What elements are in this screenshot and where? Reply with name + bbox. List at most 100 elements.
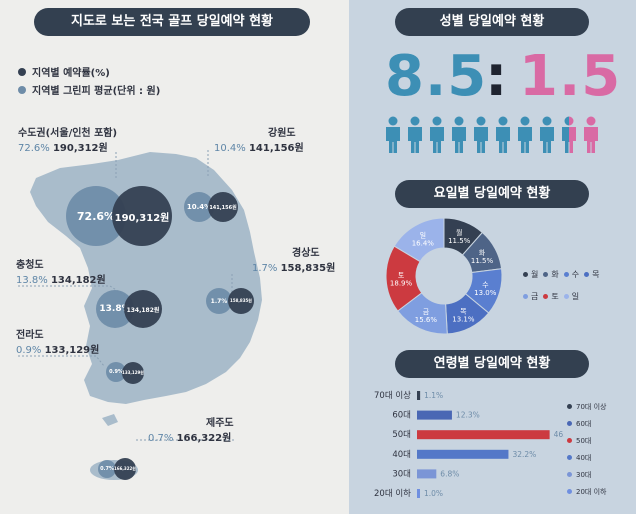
legend-dot [523,294,528,299]
male-person-icon [430,116,444,153]
map-title: 지도로 보는 전국 골프 당일예약 현황 [34,8,310,36]
donut-label-day: 화 [479,249,486,257]
legend-item-토: 토 [543,291,559,302]
island-small [102,414,118,426]
age-value-label: 32.2% [512,450,536,459]
male-person-icon [408,116,422,153]
age-category-label: 50대 [392,430,411,440]
weekday-title: 요일별 당일예약 현황 [395,180,589,208]
age-value-label: 12.3% [456,411,480,420]
legend-label: 30대 [576,470,592,479]
age-bar-40대 [417,449,509,459]
legend-item-금: 금 [523,291,538,302]
region-pct: 0.9% [16,345,42,356]
male-person-icon [496,116,510,153]
legend-dot [584,272,590,277]
age-value-label: 1.1% [424,391,443,400]
region-pct: 13.8% [16,275,48,286]
bubble-pct-jeju: 0.7% [98,460,116,478]
legend-item-일: 일 [563,291,579,302]
region-values-gangwon: 10.4% 141,156원 [214,139,304,154]
legend-label: 월 [531,270,539,279]
legend-label: 60대 [576,419,592,428]
male-person-icon [452,116,466,153]
legend-item-화: 화 [543,269,559,280]
bubble-won-capital: 190,312원 [112,186,172,246]
legend-dot [563,272,569,277]
donut-label-value: 13.0% [474,289,497,297]
legend-label: 토 [551,292,559,301]
donut-label-day: 일 [420,231,426,240]
donut-label-value: 11.5% [471,257,494,265]
age-bar-50대 [417,430,550,440]
region-name-chungcheong: 충청도 [16,260,44,271]
legend-dot [567,455,572,460]
age-legend-item: 20대 이하 [567,483,633,500]
age-legend-item: 30대 [567,466,633,483]
weekday-donut-chart: 일16.4%월11.5%화11.5%수13.0%목13.1%금15.6%토18.… [385,217,503,335]
legend-label: 70대 이상 [576,402,607,411]
age-category-label: 20대 이하 [374,488,411,499]
region-values-jeolla: 0.9% 133,129원 [16,341,99,356]
donut-label-day: 목 [460,307,467,315]
donut-label-value: 15.6% [415,316,438,324]
region-pct: 1.7% [252,263,278,274]
people-icons [385,116,635,156]
donut-label-day: 금 [423,308,430,316]
male-person-icon [540,116,554,153]
donut-label-value: 13.1% [452,315,475,323]
male-person-icon [386,116,400,153]
legend-dot [543,294,549,299]
region-values-gyeongsang: 1.7% 158,835원 [252,259,335,274]
age-bar-30대 [417,469,437,479]
bubble-won-chungcheong: 134,182원 [124,290,162,328]
age-category-label: 30대 [392,469,411,479]
donut-label-value: 18.9% [390,279,413,287]
legend-dot [567,489,572,494]
legend-item-목: 목 [584,269,600,280]
legend-label: 20대 이하 [576,487,607,496]
region-won: 190,312원 [52,143,108,154]
legend-booking-rate: 지역별 예약률(%) [18,64,110,79]
ratio-separator: : [485,44,509,109]
bubble-pct-gyeongsang: 1.7% [206,288,232,314]
legend-dot [567,472,572,477]
age-title: 연령별 당일예약 현황 [395,350,589,378]
donut-label-day: 토 [398,271,405,279]
region-name-capital: 수도권(서울/인천 포함) [18,128,118,139]
legend-green-fee: 지역별 그린피 평균(단위 : 원) [18,82,160,97]
region-values-capital: 72.6% 190,312원 [18,139,108,154]
age-value-label: 46.7% [554,430,564,439]
donut-slice-토 [385,245,423,312]
region-name-gyeongsang: 경상도 [292,248,320,259]
legend-label: 금 [531,292,539,301]
bubble-won-gyeongsang: 158,835원 [228,288,254,314]
region-values-jeju: 0.7% 166,322원 [148,429,231,444]
age-category-label: 40대 [392,450,411,460]
age-legend-item: 70대 이상 [567,398,633,415]
female-person-icon [584,116,598,153]
bubble-won-gangwon: 141,156원 [208,192,238,222]
map-panel: 지도로 보는 전국 골프 당일예약 현황 지역별 예약률(%) 지역별 그린피 … [0,0,349,514]
region-name-jeolla: 전라도 [16,330,44,341]
legend-label: 50대 [576,436,592,445]
age-legend-item: 40대 [567,449,633,466]
male-person-icon [474,116,488,153]
donut-label-day: 수 [482,281,489,289]
age-category-label: 60대 [392,411,411,421]
legend-label: 화 [551,270,559,279]
legend-dot-dark [18,67,26,76]
age-value-label: 6.8% [440,469,459,478]
male-ratio: 8.5 [385,44,488,109]
male-person-icon [562,116,576,153]
legend-label: 지역별 예약률(%) [32,68,110,79]
legend-dot [567,404,572,409]
legend-dot [543,272,549,277]
region-won: 133,129원 [44,345,100,356]
region-name-jeju: 제주도 [206,418,234,429]
bubble-won-jeolla: 133,129원 [122,362,144,384]
age-bar-chart: 70대 이상 1.1% 60대 12.3% 50대 46.7% 40대 32.2% 30대 6.8… [374,390,564,499]
age-legend-item: 60대 [567,415,633,432]
male-person-icon [518,116,532,153]
